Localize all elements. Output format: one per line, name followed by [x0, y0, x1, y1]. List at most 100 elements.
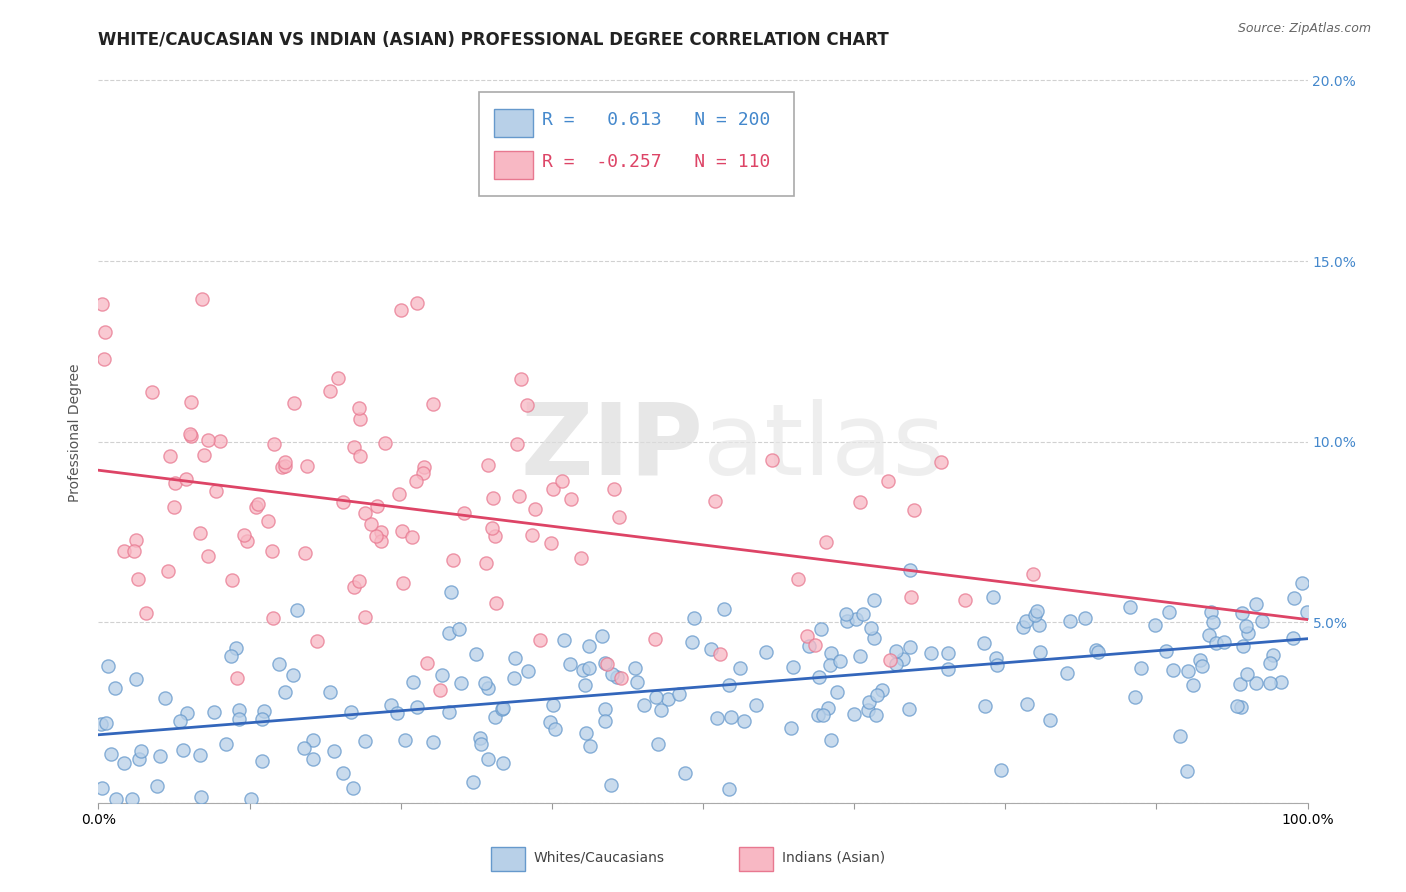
- Point: [465, 647, 488, 661]
- Point: [297, 459, 319, 474]
- Point: [668, 687, 690, 701]
- Point: [1017, 697, 1039, 711]
- Point: [973, 635, 995, 649]
- Point: [1039, 713, 1062, 727]
- Point: [349, 574, 371, 589]
- Point: [385, 706, 408, 720]
- Point: [876, 474, 898, 488]
- Text: Whites/Caucasians: Whites/Caucasians: [534, 851, 665, 864]
- Point: [129, 744, 152, 758]
- Point: [343, 440, 366, 454]
- Point: [274, 455, 297, 469]
- Point: [94, 715, 117, 730]
- Point: [633, 698, 655, 713]
- Point: [292, 740, 315, 755]
- Point: [262, 611, 284, 625]
- Point: [553, 633, 575, 648]
- Point: [93, 352, 115, 367]
- Point: [657, 692, 679, 706]
- Point: [474, 675, 496, 690]
- Point: [441, 553, 464, 567]
- Text: WHITE/CAUCASIAN VS INDIAN (ASIAN) PROFESSIONAL DEGREE CORRELATION CHART: WHITE/CAUCASIAN VS INDIAN (ASIAN) PROFES…: [98, 31, 889, 49]
- Point: [127, 572, 149, 586]
- Point: [510, 372, 533, 386]
- Point: [474, 556, 496, 570]
- Point: [529, 632, 551, 647]
- Point: [1226, 698, 1249, 713]
- Point: [374, 436, 396, 450]
- Point: [401, 675, 423, 690]
- Point: [813, 707, 835, 722]
- Point: [595, 702, 617, 716]
- Point: [197, 549, 219, 564]
- Point: [429, 683, 451, 698]
- Point: [856, 703, 879, 717]
- Point: [125, 673, 148, 687]
- Point: [508, 489, 530, 503]
- Point: [394, 733, 416, 747]
- Point: [825, 685, 848, 699]
- Point: [339, 705, 361, 719]
- Point: [453, 506, 475, 520]
- Point: [273, 458, 295, 473]
- Point: [245, 500, 267, 514]
- Point: [745, 698, 768, 712]
- Point: [720, 710, 742, 724]
- Point: [1182, 678, 1205, 692]
- Point: [842, 706, 865, 721]
- Point: [1232, 606, 1254, 620]
- Point: [1189, 652, 1212, 666]
- Point: [1074, 610, 1097, 624]
- Bar: [494, 151, 533, 179]
- Point: [93, 326, 115, 340]
- Point: [898, 640, 921, 655]
- Text: Indians (Asian): Indians (Asian): [782, 851, 884, 864]
- Point: [412, 466, 434, 480]
- Point: [863, 593, 886, 607]
- Point: [1175, 764, 1198, 778]
- Point: [221, 573, 243, 587]
- Point: [179, 427, 201, 442]
- Point: [260, 544, 283, 558]
- Point: [516, 398, 538, 412]
- Point: [257, 514, 280, 528]
- Point: [413, 460, 436, 475]
- Point: [416, 656, 439, 670]
- Point: [852, 607, 875, 622]
- Point: [225, 641, 247, 656]
- Point: [624, 661, 647, 675]
- Point: [124, 533, 146, 547]
- Point: [807, 707, 830, 722]
- Point: [100, 747, 122, 761]
- Point: [717, 678, 740, 692]
- Point: [863, 631, 886, 645]
- Point: [810, 623, 832, 637]
- Point: [163, 500, 186, 515]
- Point: [240, 792, 263, 806]
- Point: [103, 681, 125, 695]
- Point: [820, 733, 842, 747]
- Point: [713, 602, 735, 616]
- Point: [354, 610, 377, 624]
- Point: [591, 629, 613, 643]
- Point: [482, 491, 505, 506]
- Point: [845, 612, 868, 626]
- Point: [437, 705, 460, 719]
- Point: [246, 497, 269, 511]
- Point: [807, 670, 830, 684]
- Point: [1258, 676, 1281, 690]
- Point: [401, 530, 423, 544]
- Point: [848, 494, 870, 508]
- Point: [319, 384, 342, 398]
- Point: [326, 371, 349, 385]
- Point: [938, 661, 960, 675]
- Point: [124, 543, 146, 558]
- Point: [541, 482, 564, 496]
- Point: [1143, 618, 1166, 632]
- Point: [349, 449, 371, 463]
- Point: [706, 711, 728, 725]
- Point: [271, 460, 294, 475]
- Point: [645, 690, 668, 705]
- Point: [647, 737, 669, 751]
- Point: [305, 633, 328, 648]
